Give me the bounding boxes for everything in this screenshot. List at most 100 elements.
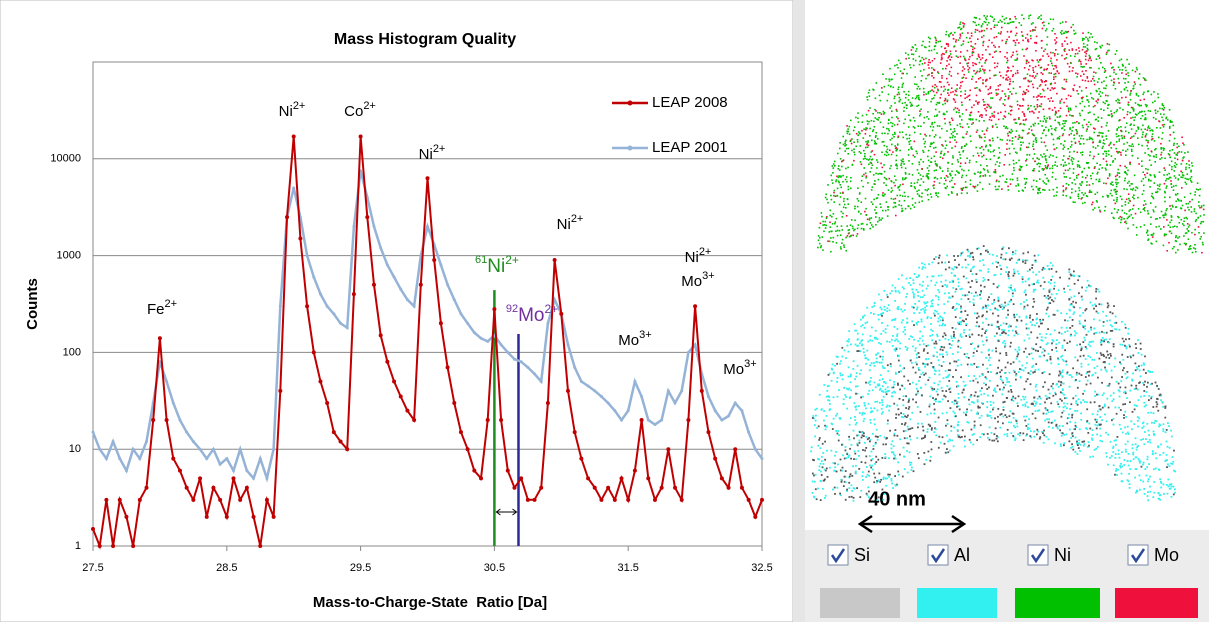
annotation-charge: 2+ [505,253,519,267]
data-point [151,418,155,422]
atom [1026,60,1028,62]
atom [881,362,883,364]
atom [1017,259,1019,261]
atom [952,177,954,179]
atom [970,270,972,272]
atom [949,141,951,143]
data-point [633,380,636,383]
legend-label: LEAP 2001 [652,139,728,156]
atom [1013,269,1015,271]
atom [888,119,890,121]
atom [1111,80,1113,82]
atom [1109,457,1111,459]
atom [1004,23,1006,25]
atom [887,100,889,102]
atom [881,152,883,154]
atom [1094,391,1096,393]
atom [847,153,849,155]
atom [1022,142,1024,144]
atom [1000,31,1002,33]
atom [1171,166,1173,168]
atom [1003,103,1005,105]
atom [994,24,996,26]
divider [793,0,805,622]
atom [953,109,955,111]
atom [845,237,847,239]
atom [1125,97,1127,99]
atom [904,388,906,390]
data-point [245,486,249,490]
atom [1104,151,1106,153]
atom [884,306,886,308]
atom [830,237,832,239]
atom [1103,321,1105,323]
atom [1127,376,1129,378]
atom [1093,98,1095,100]
atom [985,384,987,386]
atom [896,348,898,350]
atom [1015,18,1017,20]
atom [917,307,919,309]
atom [866,128,868,130]
atom [1090,124,1092,126]
atom [850,177,852,179]
atom [1019,316,1021,318]
atom [1121,59,1123,61]
atom [1140,348,1142,350]
atom [885,443,887,445]
atom [1036,429,1038,431]
atom [1111,116,1113,118]
atom [1086,96,1088,98]
atom [1096,91,1098,93]
atom [1042,156,1044,158]
atom [1027,378,1029,380]
data-point [131,544,135,548]
atom [826,450,828,452]
atom [1059,277,1061,279]
atom [982,23,984,25]
atom [976,321,978,323]
atom [1036,157,1038,159]
atom [989,88,991,90]
atom [1147,140,1149,142]
atom [993,155,995,157]
atom [1190,206,1192,208]
atom [971,292,973,294]
atom [979,390,981,392]
atom [1032,189,1034,191]
atom [978,334,980,336]
atom [830,195,832,197]
atom [825,429,827,431]
atom [828,374,830,376]
atom [1096,100,1098,102]
atom [1016,356,1018,358]
atom [990,97,992,99]
atom [1111,184,1113,186]
atom [1040,120,1042,122]
atom [1086,53,1088,55]
atom [1108,130,1110,132]
atom [981,31,983,33]
atom [1159,158,1161,160]
atom [960,56,962,58]
atom [1040,84,1042,86]
atom [1117,128,1119,130]
atom [945,334,947,336]
atom [1041,137,1043,139]
atom [884,133,886,135]
atom [891,187,893,189]
atom [1160,113,1162,115]
atom [907,426,909,428]
atom [937,313,939,315]
atom [1086,348,1088,350]
atom [1072,70,1074,72]
atom [979,182,981,184]
atom [1122,64,1124,66]
atom [826,396,828,398]
data-point [426,176,430,180]
atom [946,44,948,46]
atom [1078,187,1080,189]
atom [1172,461,1174,463]
atom [1143,488,1145,490]
atom [1101,126,1103,128]
